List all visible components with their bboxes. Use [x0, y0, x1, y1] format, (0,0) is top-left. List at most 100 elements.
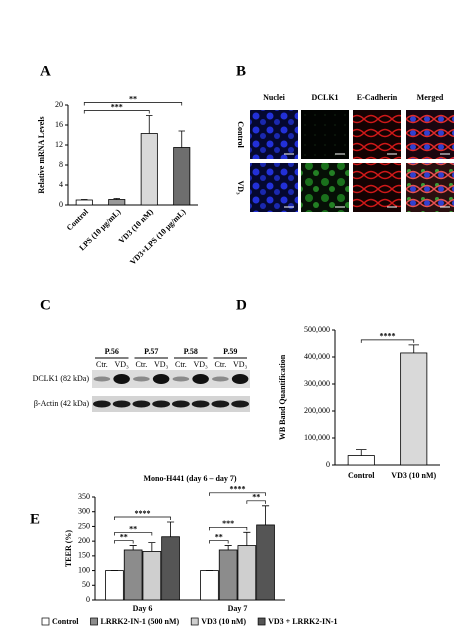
- y-tick-label: 50: [82, 580, 90, 589]
- blot-strip: [92, 396, 250, 412]
- significance-bracket: [114, 516, 171, 521]
- band: [191, 400, 210, 408]
- significance-bracket: [209, 492, 266, 496]
- panel-label: B: [236, 63, 246, 79]
- error-bar: [243, 531, 251, 546]
- band: [172, 376, 190, 382]
- band: [171, 400, 190, 408]
- passage-label: P.58: [184, 347, 198, 356]
- y-tick-label: 250: [78, 521, 90, 530]
- panel-label: A: [40, 63, 51, 79]
- y-tick-label: 100,000: [304, 433, 330, 442]
- x-tick-label: VD3 (10 nM): [391, 471, 436, 480]
- error-bar: [261, 505, 270, 525]
- significance-label: **: [215, 532, 223, 541]
- legend-label: Control: [52, 617, 79, 626]
- lane-label: Ctr.: [214, 360, 226, 369]
- legend-swatch: [41, 617, 50, 626]
- panel-label: C: [40, 297, 51, 313]
- y-tick-label: 4: [59, 180, 63, 189]
- error-bar: [146, 115, 153, 134]
- legend-swatch: [190, 617, 199, 626]
- significance-label: ****: [380, 332, 396, 341]
- bar: [75, 199, 93, 206]
- lane-label: Ctr.: [175, 360, 187, 369]
- lane-label: VD₃: [154, 360, 169, 369]
- y-tick-label: 300,000: [304, 379, 330, 388]
- lane-label: VD₃: [193, 360, 208, 369]
- significance-bracket: [209, 540, 229, 544]
- lane-label: VD₃: [233, 360, 248, 369]
- chart: E Mono-H441 (day 6 – day 7) TEER (%) 0 50 100…: [30, 474, 338, 626]
- row-label: β-Actin (42 kDa): [34, 399, 90, 408]
- micrograph: [406, 163, 454, 212]
- micrograph: [353, 110, 401, 159]
- significance-label: **: [252, 493, 260, 502]
- micrograph: [301, 110, 349, 159]
- band: [133, 376, 150, 382]
- error-bar: [408, 344, 419, 353]
- micrograph: [406, 110, 454, 159]
- micrograph: [250, 163, 298, 212]
- x-tick-label: Control: [348, 471, 375, 480]
- significance-label: ****: [230, 485, 246, 494]
- legend-swatch: [257, 617, 266, 626]
- y-tick-label: 350: [78, 492, 90, 501]
- y-tick-label: 0: [59, 200, 63, 209]
- chart: D WB Band Quantification 0 100,000 200,000 30…: [236, 297, 440, 480]
- band: [231, 400, 250, 408]
- y-axis-label: TEER (%): [64, 530, 73, 567]
- row-label: Control: [236, 121, 245, 148]
- significance-label: ***: [111, 102, 123, 111]
- error-bar: [356, 449, 367, 456]
- lane-label: Ctr.: [96, 360, 108, 369]
- micrograph: [301, 163, 349, 212]
- y-tick-label: 8: [59, 160, 63, 169]
- y-tick-label: 20: [55, 100, 63, 109]
- y-tick-label: 0: [326, 460, 330, 469]
- bar: [108, 199, 126, 206]
- x-tick-label: Day 7: [228, 604, 248, 613]
- bar: [173, 147, 191, 206]
- significance-bracket: [114, 540, 134, 544]
- significance-bracket: [360, 339, 415, 343]
- y-axis-label: Relative mRNA Levels: [37, 116, 46, 193]
- x-tick-label: VD3+LPS (10 μg/mL): [128, 207, 188, 267]
- y-tick-label: 200: [78, 536, 90, 545]
- band: [132, 400, 151, 408]
- x-tick-label: Day 6: [133, 604, 153, 613]
- band: [93, 376, 111, 382]
- micrograph: [250, 110, 298, 159]
- significance-label: **: [129, 524, 137, 533]
- y-tick-label: 300: [78, 507, 90, 516]
- significance-label: ***: [222, 519, 234, 528]
- legend-label: LRRK2-IN-1 (500 nM): [101, 617, 180, 626]
- bar: [161, 536, 180, 601]
- band: [92, 400, 111, 408]
- chart-title: Mono-H441 (day 6 – day 7): [143, 474, 236, 483]
- panel-label: D: [236, 297, 247, 313]
- column-header: Nuclei: [263, 93, 286, 102]
- legend-swatch: [90, 617, 98, 626]
- error-bar: [113, 198, 120, 200]
- bar: [347, 455, 375, 466]
- panel-b: B Nuclei DCLK1 E-Cadherin Merged Control VD₃: [236, 63, 454, 212]
- y-tick-label: 12: [55, 140, 63, 149]
- error-bar: [129, 545, 137, 550]
- band: [211, 400, 230, 408]
- lane-label: VD₃: [114, 360, 129, 369]
- error-bar: [224, 545, 232, 550]
- y-tick-label: 200,000: [304, 406, 330, 415]
- y-tick-label: 500,000: [304, 325, 330, 334]
- bar: [142, 551, 162, 601]
- error-bar: [148, 542, 156, 552]
- bar: [400, 352, 428, 466]
- significance-bracket: [83, 110, 150, 114]
- significance-label: ****: [135, 509, 151, 518]
- y-tick-label: 100: [78, 565, 90, 574]
- bar: [218, 549, 238, 601]
- x-tick-label: Control: [65, 207, 91, 233]
- band: [113, 374, 130, 384]
